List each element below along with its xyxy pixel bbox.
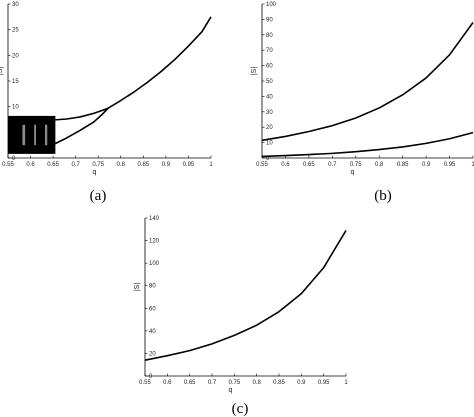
- x-tick-label: 0.6: [163, 380, 172, 386]
- y-tick-label: 60: [149, 306, 156, 312]
- x-tick-label: 0.85: [273, 380, 285, 386]
- x-tick-label: 0.6: [26, 162, 35, 168]
- x-tick-label: 1: [344, 380, 348, 386]
- y-tick-label: 60: [266, 64, 273, 70]
- y-tick-label: 120: [149, 239, 160, 245]
- y-tick-label: 40: [149, 329, 156, 335]
- panel-1: 0.550.60.650.70.750.80.850.90.9510510152…: [0, 2, 213, 204]
- panel-label: (b): [374, 188, 392, 204]
- y-tick-label: 0: [149, 374, 153, 380]
- x-tick-label: 0.9: [162, 162, 171, 168]
- y-tick-label: 25: [12, 28, 19, 34]
- y-tick-label: 20: [12, 53, 19, 59]
- x-tick-label: 0.9: [422, 162, 431, 168]
- y-tick-label: 70: [266, 48, 273, 54]
- x-tick-label: 0.95: [444, 162, 456, 168]
- panel-2: 0.55 0.6 0.65 0.7 0.75 0.8 0.85 0.9 0.95 10102030…: [251, 2, 474, 204]
- periodic-window: [22, 124, 26, 146]
- series-line-1: [144, 229, 347, 361]
- series-line-2: [261, 131, 474, 158]
- y-tick-label: 80: [149, 284, 156, 290]
- x-tick-label: 0.6: [281, 162, 290, 168]
- y-tick-label: 0: [12, 156, 16, 162]
- x-tick-label: 0.55: [139, 380, 151, 386]
- panel-label: (c): [232, 401, 249, 417]
- x-tick-label: 0.85: [137, 162, 149, 168]
- y-axis-label: |S|: [0, 67, 4, 75]
- x-tick-label: 0.8: [252, 380, 261, 386]
- y-tick-label: 80: [266, 33, 273, 39]
- x-tick-label: 0.65: [184, 380, 196, 386]
- x-axis-label: q: [93, 169, 97, 176]
- y-tick-label: 100: [149, 261, 160, 267]
- x-tick-label: 0.8: [375, 162, 384, 168]
- x-tick-label: 0.95: [183, 162, 195, 168]
- x-tick-label: 0.65: [303, 162, 315, 168]
- series-line-1: [261, 22, 474, 142]
- panel-3: 0.55 0.6 0.65 0.7 0.75 0.8 0.85 0.9 0.95 1 0 20 40 60…: [134, 216, 348, 417]
- x-tick-label: 0.55: [2, 162, 14, 168]
- y-tick-label: 20: [266, 125, 273, 131]
- x-tick-label: 0.75: [92, 162, 104, 168]
- y-tick-label: 40: [266, 94, 273, 100]
- x-tick-label: 0.65: [47, 162, 59, 168]
- x-tick-label: 0.85: [397, 162, 409, 168]
- chaotic-band: [8, 115, 56, 154]
- y-axis-label: |S|: [134, 283, 141, 291]
- series-line-3: [7, 107, 109, 153]
- x-tick-label: 0.7: [71, 162, 80, 168]
- x-tick-label: 0.8: [117, 162, 126, 168]
- y-tick-label: 140: [149, 216, 160, 222]
- y-tick-label: 100: [266, 2, 277, 8]
- periodic-window: [34, 124, 36, 146]
- series-line-1: [107, 16, 212, 109]
- x-tick-label: 0.75: [350, 162, 362, 168]
- x-tick-label: 1: [471, 162, 474, 168]
- y-tick-label: 10: [266, 141, 273, 147]
- x-tick-label: 0.95: [318, 380, 330, 386]
- x-axis-label: q: [229, 387, 233, 394]
- x-axis-label: q: [351, 169, 355, 176]
- y-tick-label: 50: [266, 79, 273, 85]
- x-tick-label: 0.55: [256, 162, 268, 168]
- x-tick-label: 0.75: [228, 380, 240, 386]
- y-tick-label: 90: [266, 17, 273, 23]
- series-line-2: [7, 107, 109, 127]
- x-tick-label: 0.7: [208, 380, 217, 386]
- periodic-window: [44, 124, 48, 146]
- y-tick-label: 20: [149, 351, 156, 357]
- y-axis-label: |S|: [251, 67, 258, 75]
- x-tick-label: 0.9: [297, 380, 306, 386]
- y-tick-label: 15: [12, 79, 19, 85]
- y-tick-label: 0: [266, 156, 270, 162]
- panel-label: (a): [90, 188, 107, 204]
- y-tick-label: 30: [266, 110, 273, 116]
- x-tick-label: 1: [209, 162, 213, 168]
- y-tick-label: 30: [12, 2, 19, 8]
- x-tick-label: 0.7: [328, 162, 337, 168]
- y-tick-label: 10: [12, 105, 19, 111]
